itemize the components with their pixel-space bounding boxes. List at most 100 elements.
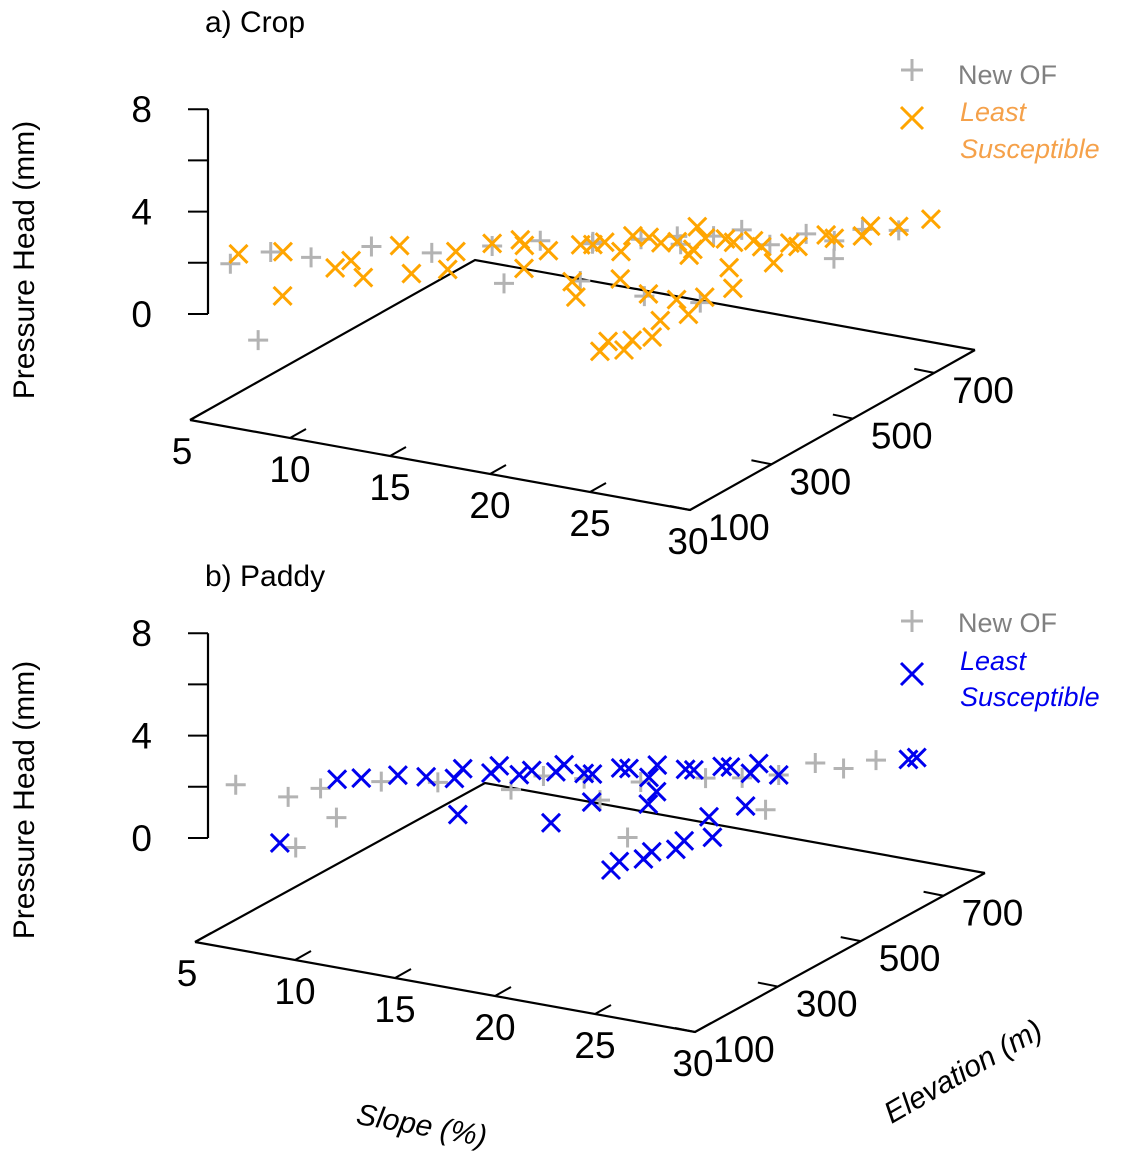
legend-marker-new-of — [901, 59, 923, 81]
scatter-point-least-susceptible — [694, 287, 715, 308]
scatter-point-least-susceptible — [437, 259, 458, 280]
scatter-point-new-of — [248, 330, 269, 351]
y-tick-label: 100 — [713, 1029, 775, 1070]
back-edge-line — [189, 258, 976, 421]
scatter-point-least-susceptible — [860, 216, 881, 237]
legend-marker-least-susceptible — [899, 105, 925, 131]
scatter-point-new-of — [755, 799, 776, 820]
scatter-point-least-susceptible — [719, 257, 740, 278]
y-tick — [757, 981, 779, 988]
x-tick — [389, 446, 407, 457]
scatter-point-least-susceptible — [509, 764, 530, 785]
legend: New OF Least Susceptible — [899, 608, 1100, 712]
scatter-point-least-susceptible — [787, 236, 809, 257]
legend-marker-new-of — [901, 610, 923, 632]
scatter-point-new-of — [260, 241, 281, 262]
scatter-point-least-susceptible — [642, 327, 663, 348]
scatter-point-least-susceptible — [613, 339, 635, 361]
x-tick — [394, 968, 412, 979]
scatter-point-least-susceptible — [650, 232, 672, 253]
axes: 0 4 8 5 10 15 20 25 30 100 300 500 700 — [131, 89, 1014, 562]
scatter-point-least-susceptible — [540, 812, 562, 833]
scatter-point-least-susceptible — [594, 232, 615, 253]
scatter-point-new-of — [805, 752, 826, 773]
scatter-point-new-of — [326, 807, 347, 828]
x-tick-label: 25 — [574, 1025, 615, 1066]
scatter-point-least-susceptible — [562, 271, 583, 292]
z-axis-label: Pressure Head (mm) — [8, 121, 41, 399]
scatter-point-least-susceptible — [712, 756, 733, 777]
y-tick — [923, 890, 944, 897]
scatter-point-least-susceptible — [675, 759, 696, 780]
scatter-point-least-susceptible — [609, 851, 630, 872]
y-tick — [751, 459, 772, 466]
data-points — [225, 747, 927, 881]
scatter-point-least-susceptible — [687, 216, 708, 237]
scatter-point-least-susceptible — [351, 767, 372, 789]
scatter-point-least-susceptible — [574, 763, 595, 784]
scatter-point-least-susceptible — [720, 757, 741, 778]
x-tick-label: 30 — [667, 521, 708, 562]
y-tick — [674, 1027, 696, 1033]
scatter-point-least-susceptible — [735, 796, 756, 817]
scatter-point-least-susceptible — [698, 806, 720, 827]
scatter-point-least-susceptible — [647, 754, 668, 776]
scatter-point-new-of — [866, 750, 886, 771]
scatter-point-least-susceptible — [272, 285, 293, 306]
x-tick-label: 10 — [269, 449, 310, 490]
legend-label-new-of: New OF — [958, 60, 1057, 90]
scatter-point-new-of — [888, 220, 909, 241]
y-tick-label: 300 — [796, 984, 858, 1025]
legend-marker-least-susceptible — [899, 661, 925, 687]
scatter-point-least-susceptible — [610, 757, 631, 779]
x-tick-label: 30 — [672, 1043, 713, 1084]
scatter-point-least-susceptible — [638, 283, 659, 304]
scatter-point-least-susceptible — [816, 224, 837, 245]
scatter-point-new-of — [617, 827, 638, 848]
legend: New OF Least Susceptible — [899, 59, 1100, 164]
x-tick-label: 5 — [177, 953, 198, 994]
scatter-point-new-of — [732, 767, 753, 788]
scatter-point-least-susceptible — [228, 243, 249, 264]
scatter-point-least-susceptible — [638, 767, 660, 788]
scatter-point-least-susceptible — [353, 267, 374, 288]
x-tick-label: 15 — [369, 467, 410, 508]
scatter-point-least-susceptible — [598, 331, 619, 352]
scatter-point-least-susceptible — [416, 766, 437, 787]
x-tick-label: 20 — [474, 1007, 515, 1048]
scatter-point-least-susceptible — [582, 764, 603, 785]
scatter-point-least-susceptible — [513, 258, 535, 279]
scatter-point-least-susceptible — [489, 755, 510, 776]
scatter-point-least-susceptible — [272, 241, 293, 262]
scatter-point-least-susceptible — [447, 804, 468, 825]
z-tick-label: 8 — [131, 613, 152, 654]
scatter-point-least-susceptible — [565, 286, 586, 308]
scatter-point-least-susceptible — [582, 234, 603, 255]
scatter-point-new-of — [494, 273, 514, 294]
scatter-point-least-susceptible — [768, 764, 789, 786]
back-edge-line — [194, 781, 986, 943]
scatter-point-new-of — [220, 253, 241, 274]
data-points — [220, 209, 941, 362]
scatter-point-least-susceptible — [387, 765, 408, 786]
x-tick — [489, 464, 507, 475]
scatter-point-least-susceptible — [682, 239, 703, 260]
scatter-point-least-susceptible — [510, 229, 531, 250]
scatter-point-new-of — [482, 236, 503, 257]
legend-label-new-of: New OF — [958, 608, 1057, 638]
x-tick — [194, 932, 212, 943]
scatter-point-least-susceptible — [610, 268, 631, 290]
x-tick — [494, 986, 512, 997]
scatter-point-least-susceptible — [920, 209, 941, 230]
scatter-point-new-of — [278, 786, 299, 807]
x-tick-label: 25 — [569, 503, 610, 544]
scatter-point-least-susceptible — [666, 289, 687, 310]
scatter-point-least-susceptible — [639, 227, 660, 248]
scatter-point-least-susceptible — [888, 216, 909, 237]
scatter-point-least-susceptible — [538, 240, 559, 261]
x-tick-label: 15 — [374, 989, 415, 1030]
x-tick — [589, 482, 607, 493]
scatter-point-least-susceptible — [622, 225, 643, 246]
scatter-point-least-susceptible — [401, 263, 422, 284]
